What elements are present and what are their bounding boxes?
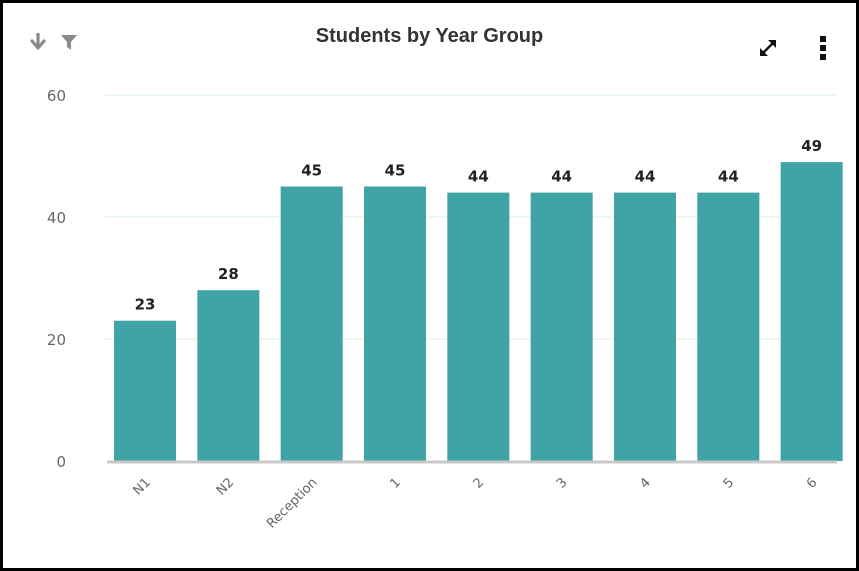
x-tick-label: 2 xyxy=(471,475,487,491)
data-label: 45 xyxy=(385,162,406,180)
x-tick-label: 5 xyxy=(721,475,737,491)
bar xyxy=(614,192,676,461)
bar xyxy=(780,162,843,461)
more-vertical-icon[interactable] xyxy=(819,35,827,61)
x-tick-label: Reception xyxy=(264,475,320,531)
data-label: 49 xyxy=(801,137,822,155)
x-tick-label: 1 xyxy=(387,475,403,491)
expand-icon[interactable] xyxy=(755,35,781,61)
y-tick-label: 60 xyxy=(47,87,66,105)
data-label: 45 xyxy=(301,162,322,180)
x-tick-label: N2 xyxy=(214,475,237,498)
x-tick-label: 3 xyxy=(554,475,570,491)
data-label: 28 xyxy=(218,265,239,283)
data-label: 44 xyxy=(635,168,656,186)
y-tick-label: 0 xyxy=(56,453,66,471)
sort-down-icon[interactable] xyxy=(30,33,46,51)
bar xyxy=(364,186,426,461)
bar xyxy=(530,192,593,461)
bar xyxy=(197,290,260,461)
x-tick-label: 4 xyxy=(637,475,653,491)
filter-icon[interactable] xyxy=(60,34,78,51)
bar-chart: 020406023N128N245Reception45144244344444… xyxy=(47,87,843,532)
data-label: 44 xyxy=(468,168,489,186)
data-label: 44 xyxy=(718,168,739,186)
bar xyxy=(280,186,343,461)
bar xyxy=(697,192,760,461)
chart-title: Students by Year Group xyxy=(315,25,544,47)
x-tick-label: N1 xyxy=(130,475,153,498)
data-label: 44 xyxy=(551,168,572,186)
bar xyxy=(447,192,510,461)
x-tick-label: 6 xyxy=(804,475,820,491)
y-tick-label: 20 xyxy=(47,331,66,349)
y-tick-label: 40 xyxy=(47,209,66,227)
bar xyxy=(114,320,176,461)
data-label: 23 xyxy=(135,296,156,314)
